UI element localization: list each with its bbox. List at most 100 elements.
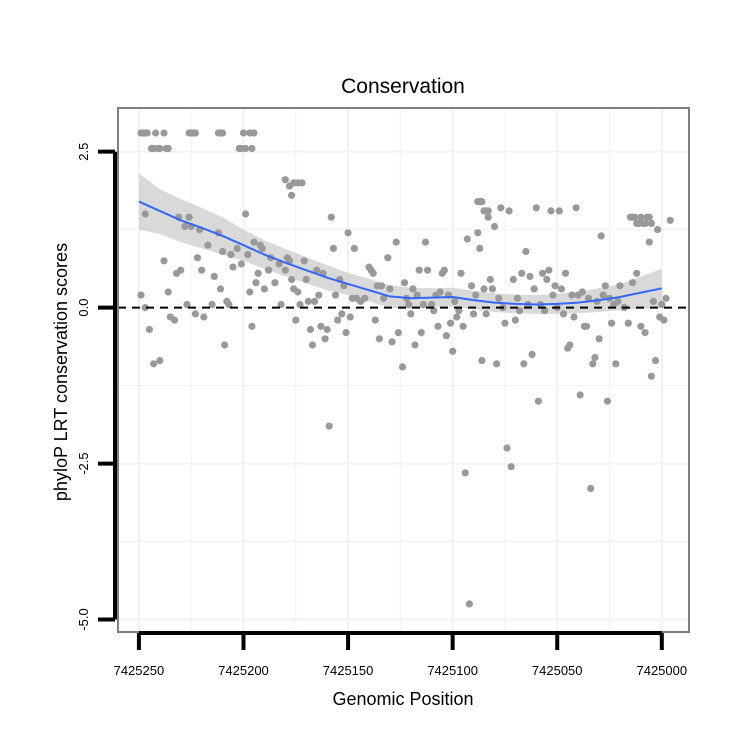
data-point: [497, 204, 505, 212]
x-tick-label: 7425050: [532, 663, 583, 678]
data-point: [570, 313, 578, 321]
data-point: [315, 291, 323, 299]
data-point: [193, 254, 202, 262]
data-point: [589, 360, 597, 368]
data-point: [591, 353, 599, 362]
data-point: [260, 285, 268, 293]
data-point: [394, 329, 402, 337]
data-point: [440, 266, 448, 274]
loess-smooth-line: [138, 200, 663, 306]
data-point: [181, 222, 189, 231]
data-point: [651, 357, 660, 365]
data-point: [612, 360, 620, 368]
data-point: [371, 316, 379, 324]
data-point: [451, 297, 459, 305]
data-point: [463, 235, 471, 243]
data-point: [380, 294, 388, 302]
data-point: [191, 129, 199, 137]
data-point: [484, 207, 492, 215]
data-point: [329, 244, 337, 252]
data-point: [204, 241, 212, 249]
data-point: [490, 222, 499, 231]
data-point: [298, 179, 306, 187]
data-point: [545, 266, 553, 274]
data-point: [503, 444, 511, 452]
data-point: [522, 247, 530, 256]
data-point: [254, 269, 262, 277]
data-point: [539, 269, 547, 277]
data-point: [150, 360, 158, 368]
data-point: [599, 291, 607, 299]
data-point: [191, 310, 199, 318]
data-point: [398, 363, 407, 371]
data-point: [480, 285, 488, 293]
data-point: [530, 285, 538, 293]
data-point: [637, 213, 645, 221]
data-point: [603, 397, 612, 405]
data-point: [288, 275, 296, 284]
data-point: [562, 269, 570, 277]
data-point: [277, 300, 285, 309]
data-point: [392, 238, 400, 246]
data-point: [281, 266, 289, 274]
data-point: [242, 210, 250, 218]
data-point: [436, 288, 444, 296]
data-point: [300, 257, 308, 265]
x-tick-label: 7425150: [323, 663, 374, 678]
data-point: [323, 325, 331, 334]
data-point: [317, 322, 325, 330]
data-point: [459, 322, 467, 330]
y-tick-label: -5.0: [76, 608, 91, 630]
data-point: [415, 266, 423, 274]
data-point: [413, 291, 421, 299]
data-point: [645, 213, 653, 221]
data-point: [566, 341, 574, 349]
data-point: [649, 297, 658, 305]
data-point: [461, 469, 469, 477]
data-point: [331, 291, 340, 299]
data-point: [637, 322, 645, 330]
data-point: [424, 266, 432, 274]
data-point: [628, 279, 637, 287]
data-point: [334, 316, 342, 324]
data-point: [198, 266, 206, 274]
data-point: [296, 300, 304, 309]
data-point: [449, 347, 457, 355]
data-point: [595, 335, 603, 343]
data-point: [210, 272, 218, 280]
data-point: [549, 291, 557, 299]
data-point: [377, 282, 386, 290]
data-point: [170, 316, 179, 324]
data-point: [513, 294, 522, 302]
data-point: [616, 282, 624, 290]
data-point: [302, 275, 310, 284]
data-point: [141, 304, 149, 312]
data-point: [292, 316, 300, 324]
data-point: [419, 300, 427, 309]
data-point: [248, 322, 256, 330]
data-point: [447, 319, 455, 327]
data-point: [641, 329, 649, 337]
data-point: [311, 297, 319, 305]
x-tick-label: 7425100: [427, 663, 478, 678]
data-point: [409, 285, 417, 293]
data-point: [647, 219, 656, 227]
data-point: [405, 300, 413, 309]
y-tick-label: 0.0: [76, 299, 91, 317]
data-point: [156, 144, 164, 153]
data-point: [507, 463, 515, 471]
axes: 7425250 7425200 7425150 7425100 7425050 74250…: [76, 143, 687, 678]
y-axis-title: phyloP LRT conservation scores: [51, 243, 71, 501]
data-point: [375, 335, 383, 343]
data-point: [242, 144, 250, 153]
data-point: [658, 300, 666, 309]
data-point: [271, 279, 279, 287]
data-point: [457, 269, 465, 277]
chart-title: Conservation: [341, 75, 465, 98]
data-point: [647, 372, 656, 380]
data-point: [532, 204, 540, 212]
data-point: [543, 275, 551, 284]
data-point: [597, 232, 605, 240]
data-point: [160, 257, 168, 265]
